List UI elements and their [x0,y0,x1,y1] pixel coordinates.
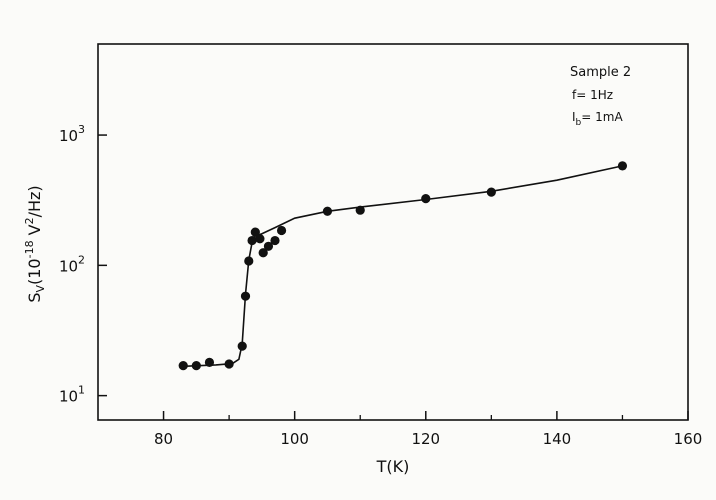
y-axis-label: SV(10-18 V2/Hz) [23,185,47,302]
annotation-sample: Sample 2 [570,65,631,80]
data-point [322,206,333,216]
annotation-frequency: f= 1Hz [572,88,613,102]
plot-frame [97,43,689,421]
x-tick-label: 80 [154,430,173,448]
data-point [270,235,280,246]
data-point [486,187,496,197]
data-point [224,359,234,369]
y-tick-label: 102 [59,253,85,275]
data-point [258,248,268,258]
data-point [237,341,247,351]
data-point [247,235,257,246]
data-point [204,357,215,367]
x-axis-ticks: 80 100 120 140 160 [154,411,702,448]
y-axis-ticks: 101 102 103 [59,123,107,406]
y-tick-label: 101 [59,384,85,406]
data-point [263,241,274,251]
x-tick-label: 140 [543,430,572,448]
x-axis-label: T(K) [376,457,410,476]
data-points [178,161,628,371]
data-point [355,205,365,215]
x-tick-label: 100 [280,430,309,448]
annotation-bias-current: Ib= 1mA [572,110,623,128]
fit-curve [183,165,623,368]
x-tick-label: 160 [674,430,703,448]
data-point [255,234,265,244]
data-point [240,291,251,301]
data-point [178,361,188,371]
data-point [617,161,628,171]
x-tick-label: 120 [411,430,440,448]
data-point [421,194,431,204]
data-point [244,256,254,266]
y-tick-label: 103 [59,123,85,145]
data-point [276,225,287,236]
data-point [250,227,260,237]
data-point [191,361,201,371]
